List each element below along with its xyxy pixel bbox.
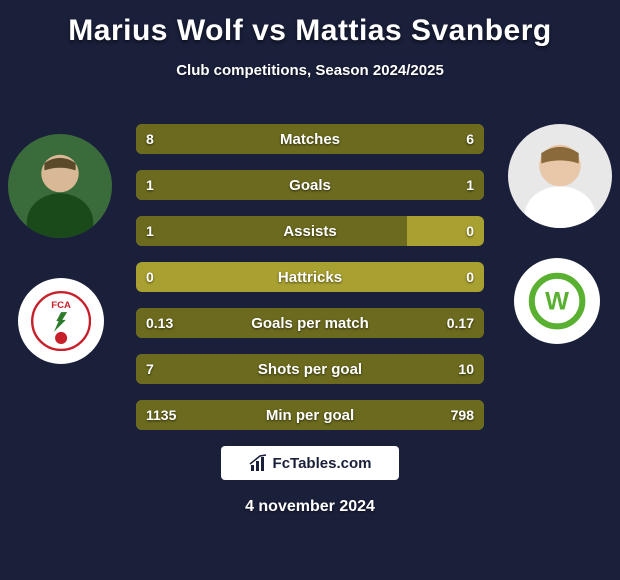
stat-name: Goals per match bbox=[136, 308, 484, 338]
chart-icon bbox=[249, 453, 269, 473]
footer-brand-text: FcTables.com bbox=[273, 455, 372, 472]
club-crest-icon: FCA bbox=[31, 291, 91, 351]
stat-row: 8Matches6 bbox=[136, 124, 484, 154]
stat-row: 1135Min per goal798 bbox=[136, 400, 484, 430]
club-crest-icon: W bbox=[527, 271, 587, 331]
stat-value-right: 6 bbox=[466, 124, 474, 154]
stat-row: 1Goals1 bbox=[136, 170, 484, 200]
stat-row: 0Hattricks0 bbox=[136, 262, 484, 292]
person-icon bbox=[508, 124, 612, 228]
stat-name: Assists bbox=[136, 216, 484, 246]
svg-text:FCA: FCA bbox=[51, 300, 71, 311]
page-title: Marius Wolf vs Mattias Svanberg bbox=[0, 0, 620, 48]
stat-row: 7Shots per goal10 bbox=[136, 354, 484, 384]
stat-value-right: 798 bbox=[451, 400, 474, 430]
stat-name: Shots per goal bbox=[136, 354, 484, 384]
stat-name: Hattricks bbox=[136, 262, 484, 292]
person-icon bbox=[8, 134, 112, 238]
club-left-badge: FCA bbox=[18, 278, 104, 364]
page-subtitle: Club competitions, Season 2024/2025 bbox=[0, 62, 620, 79]
stat-row: 0.13Goals per match0.17 bbox=[136, 308, 484, 338]
stat-value-right: 10 bbox=[458, 354, 474, 384]
stat-value-right: 0 bbox=[466, 216, 474, 246]
stat-name: Min per goal bbox=[136, 400, 484, 430]
stat-value-right: 1 bbox=[466, 170, 474, 200]
footer-brand-badge: FcTables.com bbox=[221, 446, 399, 480]
stat-value-right: 0.17 bbox=[447, 308, 474, 338]
footer-date: 4 november 2024 bbox=[0, 498, 620, 516]
stat-name: Matches bbox=[136, 124, 484, 154]
svg-text:W: W bbox=[545, 287, 569, 315]
club-right-badge: W bbox=[514, 258, 600, 344]
stats-bars: 8Matches61Goals11Assists00Hattricks00.13… bbox=[136, 124, 484, 446]
player-left-avatar bbox=[8, 134, 112, 238]
player-right-avatar bbox=[508, 124, 612, 228]
stat-value-right: 0 bbox=[466, 262, 474, 292]
stat-row: 1Assists0 bbox=[136, 216, 484, 246]
stat-name: Goals bbox=[136, 170, 484, 200]
